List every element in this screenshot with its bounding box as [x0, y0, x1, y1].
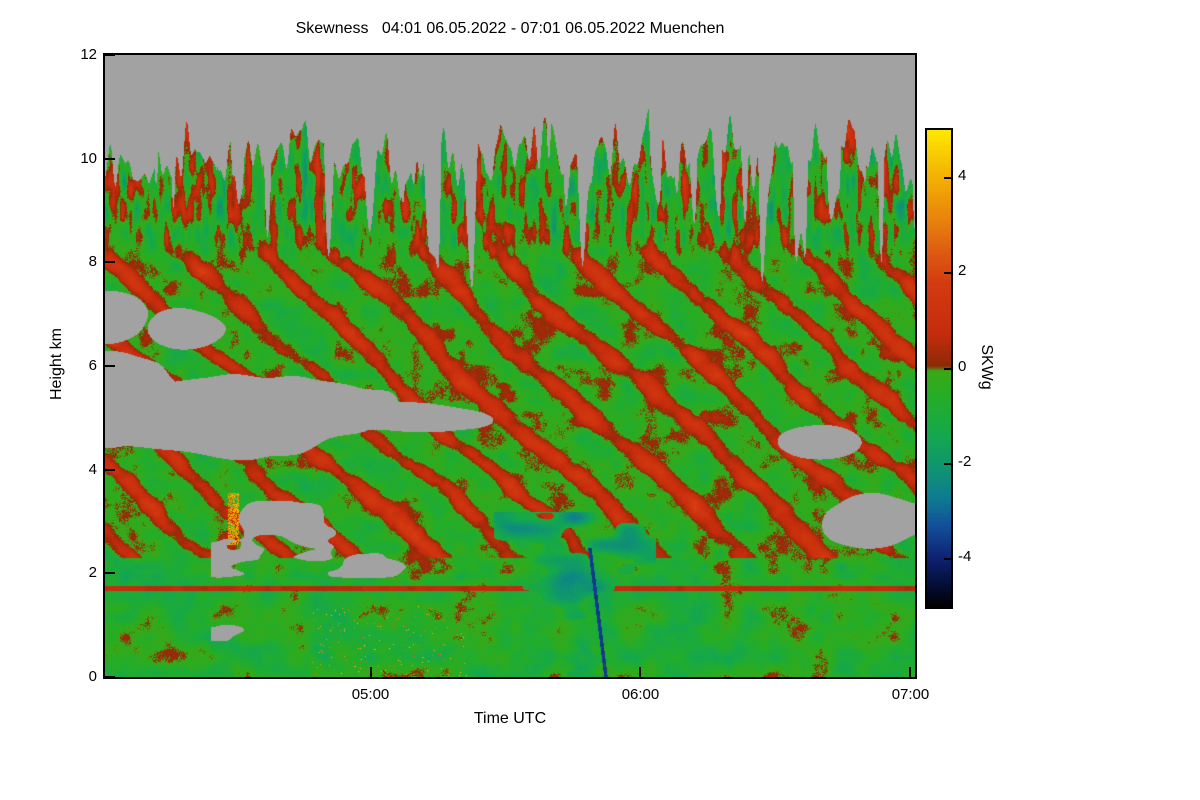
colorbar-tick-mark — [944, 558, 951, 561]
colorbar-tick-mark — [944, 367, 951, 370]
y-tick-label: 12 — [80, 46, 97, 63]
colorbar-tick-label: -2 — [958, 452, 972, 470]
colorbar-tick-label: 0 — [958, 357, 967, 375]
colorbar-tick-label: 4 — [958, 166, 967, 184]
y-tick-mark — [105, 54, 115, 56]
colorbar-tick-label: -4 — [958, 548, 972, 566]
y-tick-label: 10 — [80, 149, 97, 167]
y-tick-label: 4 — [88, 460, 97, 478]
x-tick-mark — [369, 667, 372, 677]
y-tick-label: 8 — [88, 253, 97, 271]
y-tick-mark — [105, 468, 115, 471]
x-axis-label: Time UTC — [473, 710, 547, 727]
colorbar-tick-label: 2 — [958, 262, 967, 280]
x-tick-label: 06:00 — [621, 686, 660, 703]
y-tick-mark — [105, 572, 115, 575]
x-tick-mark — [639, 667, 642, 677]
x-tick-label: 05:00 — [351, 686, 390, 703]
y-tick-label: 2 — [88, 564, 97, 582]
colorbar-tick-mark — [944, 176, 951, 179]
y-tick-label: 6 — [88, 357, 97, 374]
y-tick-mark — [105, 676, 115, 678]
plot-area — [103, 53, 917, 679]
chart-title: Skewness 04:01 06.05.2022 - 07:01 06.05.… — [295, 20, 725, 37]
y-tick-mark — [105, 261, 115, 264]
colorbar — [925, 128, 953, 609]
y-tick-mark — [105, 365, 115, 367]
x-tick-mark — [909, 667, 912, 677]
y-tick-label: 0 — [88, 668, 97, 685]
heatmap-canvas — [105, 55, 915, 677]
x-tick-label: 07:00 — [891, 686, 930, 703]
y-tick-mark — [105, 157, 115, 160]
colorbar-tick-mark — [944, 272, 951, 275]
colorbar-tick-mark — [944, 462, 951, 465]
